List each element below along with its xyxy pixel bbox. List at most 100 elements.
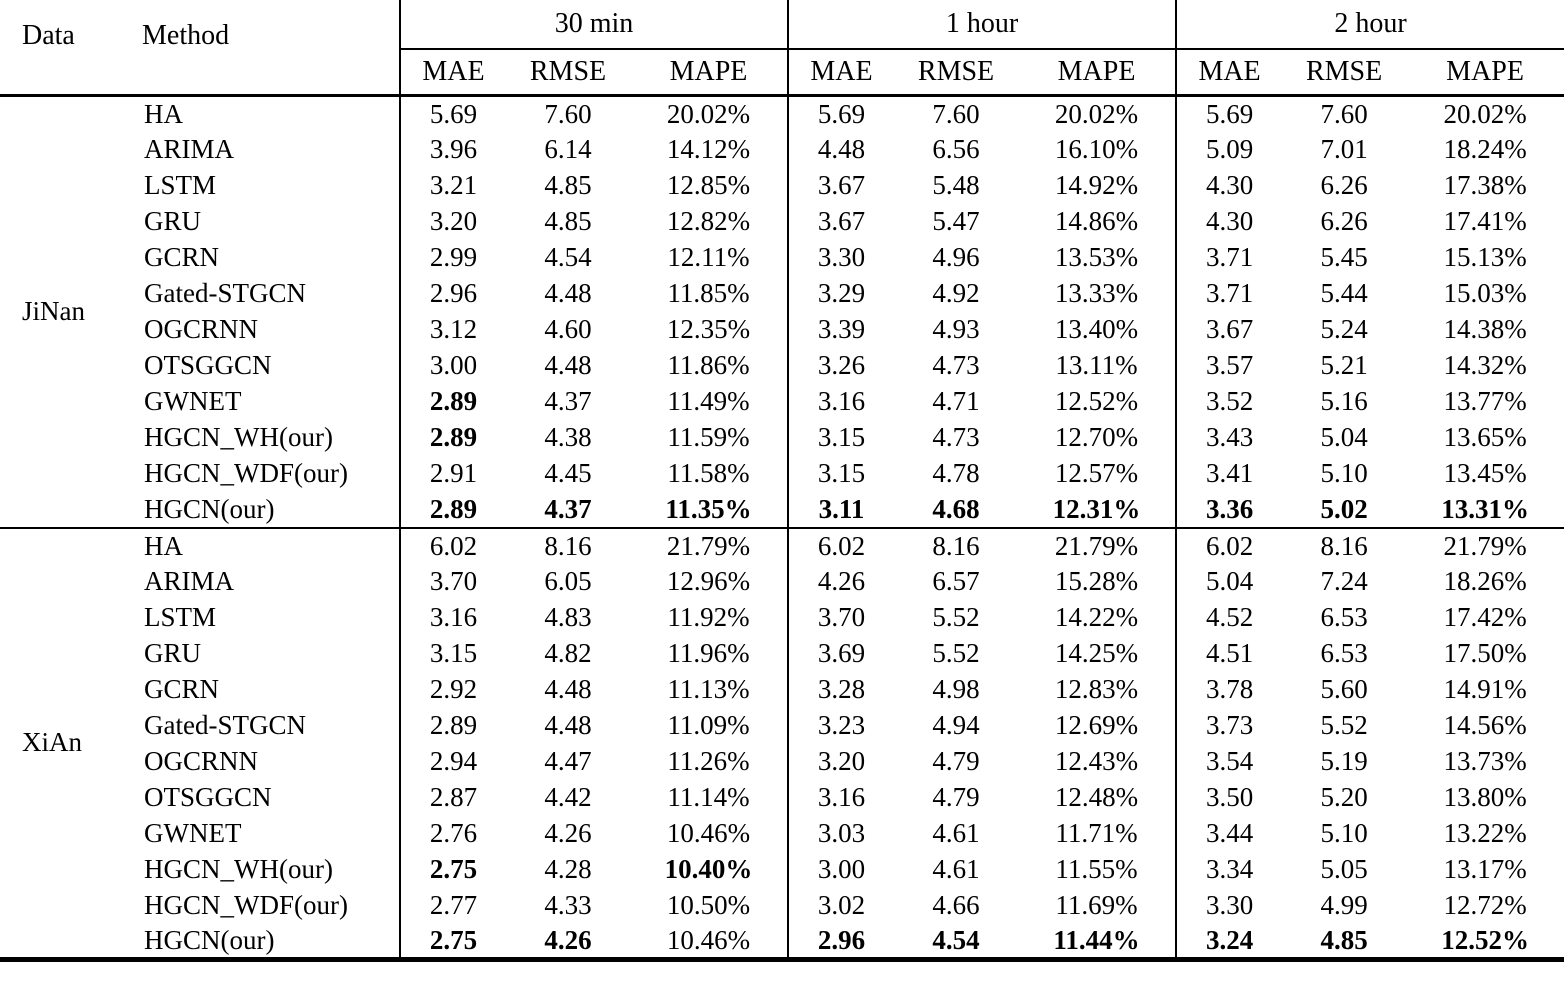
- value-cell: 12.11%: [667, 242, 750, 272]
- value-cell: 10.50%: [666, 890, 751, 920]
- value-cell: 11.58%: [667, 458, 750, 488]
- table-row: ARIMA 3.70 6.05 12.96% 4.26 6.57 15.28% 5.04 7.2…: [0, 563, 1564, 600]
- value-cell: 4.71: [932, 386, 980, 416]
- value-cell: 13.80%: [1443, 782, 1527, 812]
- method-cell: HGCN_WDF(our): [144, 458, 348, 488]
- value-cell: 8.16: [1320, 530, 1368, 561]
- value-cell: 2.92: [399, 671, 506, 708]
- value-cell: 6.02: [787, 527, 895, 564]
- value-cell: 8.16: [544, 530, 592, 561]
- data-group-label: JiNan: [0, 95, 142, 529]
- method-cell: GWNET: [144, 818, 242, 848]
- value-cell: 7.24: [1320, 566, 1368, 596]
- value-cell: 2.75: [399, 851, 506, 888]
- value-cell: 21.79%: [1054, 530, 1139, 561]
- value-cell: 18.26%: [1443, 566, 1527, 596]
- value-cell: 3.21: [399, 167, 506, 204]
- value-cell: 8.16: [932, 530, 980, 561]
- value-cell: 11.59%: [667, 422, 750, 452]
- value-cell: 3.41: [1175, 455, 1283, 492]
- value-cell: 11.96%: [667, 638, 750, 668]
- value-cell: 4.79: [932, 746, 980, 776]
- method-cell: HGCN_WH(our): [144, 422, 333, 452]
- value-cell: 4.37: [544, 386, 592, 416]
- table-row: ARIMA 3.96 6.14 14.12% 4.48 6.56 16.10% 5.09 7.0…: [0, 131, 1564, 168]
- value-cell: 3.03: [787, 815, 895, 852]
- value-cell: 3.34: [1175, 851, 1283, 888]
- value-cell: 3.23: [787, 707, 895, 744]
- value-cell: 14.91%: [1443, 674, 1527, 704]
- value-cell: 2.77: [399, 887, 506, 924]
- table-row: GRU 3.15 4.82 11.96% 3.69 5.52 14.25% 4.51 6.53 1…: [0, 635, 1564, 672]
- table-row: OGCRNN 3.12 4.60 12.35% 3.39 4.93 13.40% 3.67 5.…: [0, 311, 1564, 348]
- value-cell: 13.22%: [1443, 818, 1527, 848]
- method-cell: OGCRNN: [144, 314, 259, 344]
- value-cell: 3.00: [399, 347, 506, 384]
- value-cell: 6.02: [399, 527, 506, 564]
- header-method: Method: [142, 0, 400, 97]
- table-row: XiAn HA 6.02 8.16 21.79% 6.02 8.16 21.79% 6.02 8.…: [0, 527, 1564, 757]
- value-cell: 11.85%: [667, 278, 750, 308]
- value-cell: 5.60: [1320, 674, 1368, 704]
- method-cell: GCRN: [144, 242, 220, 272]
- value-cell: 6.14: [544, 134, 592, 164]
- value-cell: 13.73%: [1443, 746, 1527, 776]
- value-cell: 13.31%: [1406, 491, 1564, 529]
- section-jinan: JiNan HA 5.69 7.60 20.02% 5.69 7.60 20.02% 5.69 7…: [0, 95, 1564, 529]
- value-cell: 4.79: [932, 782, 980, 812]
- method-cell: Gated-STGCN: [144, 278, 306, 308]
- table-row: GWNET 2.89 4.37 11.49% 3.16 4.71 12.52% 3.52 5.1…: [0, 383, 1564, 420]
- table-row: OTSGGCN 2.87 4.42 11.14% 3.16 4.79 12.48% 3.50 5…: [0, 779, 1564, 816]
- value-cell: 3.57: [1175, 347, 1283, 384]
- value-cell: 3.39: [787, 311, 895, 348]
- method-cell: OTSGGCN: [144, 782, 272, 812]
- value-cell: 10.40%: [664, 854, 753, 884]
- table-row: HGCN_WDF(our) 2.91 4.45 11.58% 3.15 4.78 12.57…: [0, 455, 1564, 492]
- value-cell: 13.11%: [1055, 350, 1138, 380]
- value-cell: 4.54: [932, 924, 980, 955]
- value-cell: 2.87: [399, 779, 506, 816]
- value-cell: 5.24: [1320, 314, 1368, 344]
- header-metric-mae: MAE: [1175, 49, 1283, 97]
- value-cell: 4.51: [1175, 635, 1283, 672]
- method-cell: GRU: [144, 638, 202, 668]
- method-cell: Gated-STGCN: [144, 710, 306, 740]
- value-cell: 6.26: [1320, 206, 1368, 236]
- method-cell: LSTM: [144, 170, 217, 200]
- value-cell: 5.10: [1320, 818, 1368, 848]
- value-cell: 12.43%: [1054, 746, 1139, 776]
- value-cell: 4.92: [932, 278, 980, 308]
- value-cell: 4.52: [1175, 599, 1283, 636]
- value-cell: 4.61: [932, 854, 980, 884]
- value-cell: 5.52: [932, 602, 980, 632]
- value-cell: 11.55%: [1055, 854, 1138, 884]
- header-group-2hour: 2 hour: [1175, 0, 1564, 50]
- value-cell: 7.60: [932, 98, 980, 129]
- value-cell: 2.89: [399, 383, 506, 420]
- value-cell: 10.46%: [666, 924, 751, 955]
- value-cell: 5.02: [1282, 491, 1407, 529]
- value-cell: 5.52: [932, 638, 980, 668]
- value-cell: 12.70%: [1054, 422, 1139, 452]
- value-cell: 6.53: [1320, 638, 1368, 668]
- value-cell: 4.42: [544, 782, 592, 812]
- value-cell: 4.83: [544, 602, 592, 632]
- value-cell: 3.29: [787, 275, 895, 312]
- value-cell: 13.33%: [1054, 278, 1139, 308]
- value-cell: 4.99: [1320, 890, 1368, 920]
- value-cell: 3.44: [1175, 815, 1283, 852]
- header-group-1hour: 1 hour: [787, 0, 1177, 50]
- value-cell: 15.28%: [1054, 566, 1139, 596]
- value-cell: 3.12: [399, 311, 506, 348]
- header-group-30min: 30 min: [398, 0, 789, 50]
- value-cell: 11.35%: [630, 491, 789, 529]
- value-cell: 4.73: [932, 422, 980, 452]
- method-cell: HGCN_WH(our): [144, 854, 333, 884]
- value-cell: 4.45: [544, 458, 592, 488]
- value-cell: 3.50: [1175, 779, 1283, 816]
- value-cell: 20.02%: [666, 98, 751, 129]
- header-metric-mae: MAE: [399, 49, 506, 97]
- value-cell: 4.38: [544, 422, 592, 452]
- value-cell: 11.69%: [1055, 890, 1138, 920]
- table-row: OTSGGCN 3.00 4.48 11.86% 3.26 4.73 13.11% 3.57 5…: [0, 347, 1564, 384]
